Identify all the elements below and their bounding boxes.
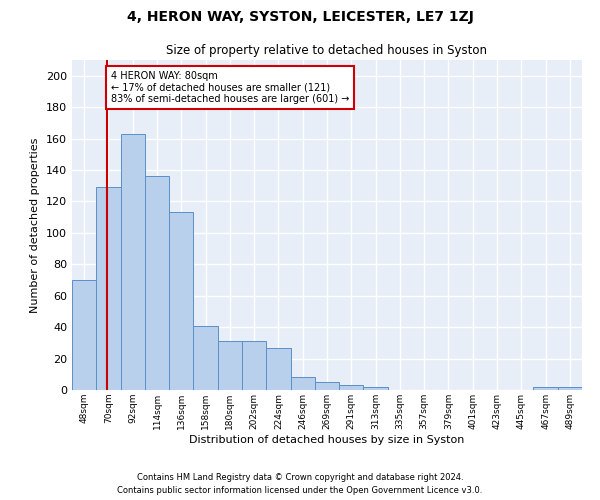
Y-axis label: Number of detached properties: Number of detached properties [31,138,40,312]
Bar [96,188,121,390]
Bar [339,386,364,390]
Title: Size of property relative to detached houses in Syston: Size of property relative to detached ho… [167,44,487,58]
Bar [72,280,96,390]
Bar [169,212,193,390]
Bar [533,387,558,390]
Text: 4, HERON WAY, SYSTON, LEICESTER, LE7 1ZJ: 4, HERON WAY, SYSTON, LEICESTER, LE7 1ZJ [127,10,473,24]
Bar [121,134,145,390]
Bar [364,387,388,390]
Bar [218,342,242,390]
Text: 4 HERON WAY: 80sqm
← 17% of detached houses are smaller (121)
83% of semi-detach: 4 HERON WAY: 80sqm ← 17% of detached hou… [110,71,349,104]
Bar [193,326,218,390]
Bar [242,342,266,390]
Bar [290,378,315,390]
Bar [558,387,582,390]
Text: Contains HM Land Registry data © Crown copyright and database right 2024.
Contai: Contains HM Land Registry data © Crown c… [118,474,482,495]
Bar [315,382,339,390]
Bar [145,176,169,390]
X-axis label: Distribution of detached houses by size in Syston: Distribution of detached houses by size … [190,434,464,444]
Bar [266,348,290,390]
